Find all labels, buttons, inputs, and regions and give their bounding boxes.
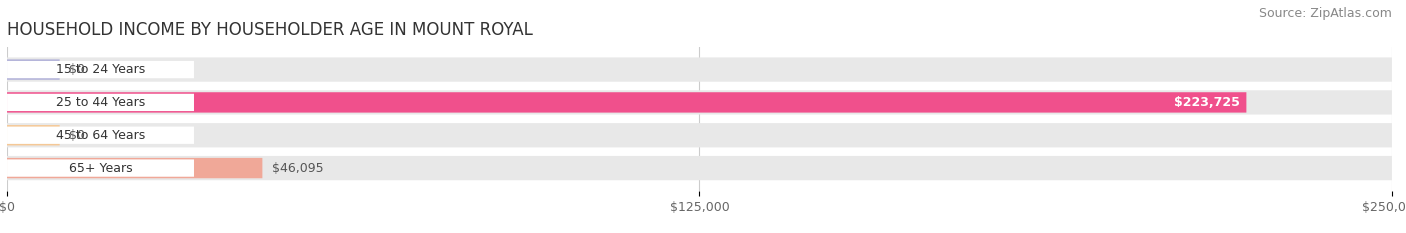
- FancyBboxPatch shape: [7, 92, 1246, 113]
- Text: 15 to 24 Years: 15 to 24 Years: [56, 63, 145, 76]
- Text: 25 to 44 Years: 25 to 44 Years: [56, 96, 145, 109]
- Text: $223,725: $223,725: [1174, 96, 1240, 109]
- Text: $46,095: $46,095: [273, 161, 323, 175]
- FancyBboxPatch shape: [7, 58, 1392, 82]
- Text: $0: $0: [69, 63, 86, 76]
- FancyBboxPatch shape: [7, 90, 1392, 115]
- Text: Source: ZipAtlas.com: Source: ZipAtlas.com: [1258, 7, 1392, 20]
- FancyBboxPatch shape: [7, 94, 194, 111]
- FancyBboxPatch shape: [7, 156, 1392, 180]
- FancyBboxPatch shape: [7, 123, 1392, 147]
- Text: 45 to 64 Years: 45 to 64 Years: [56, 129, 145, 142]
- FancyBboxPatch shape: [7, 127, 194, 144]
- Text: HOUSEHOLD INCOME BY HOUSEHOLDER AGE IN MOUNT ROYAL: HOUSEHOLD INCOME BY HOUSEHOLDER AGE IN M…: [7, 21, 533, 39]
- FancyBboxPatch shape: [7, 59, 59, 80]
- Text: 65+ Years: 65+ Years: [69, 161, 132, 175]
- FancyBboxPatch shape: [7, 158, 263, 178]
- Text: $0: $0: [69, 129, 86, 142]
- FancyBboxPatch shape: [7, 159, 194, 177]
- FancyBboxPatch shape: [7, 125, 59, 145]
- FancyBboxPatch shape: [7, 61, 194, 78]
